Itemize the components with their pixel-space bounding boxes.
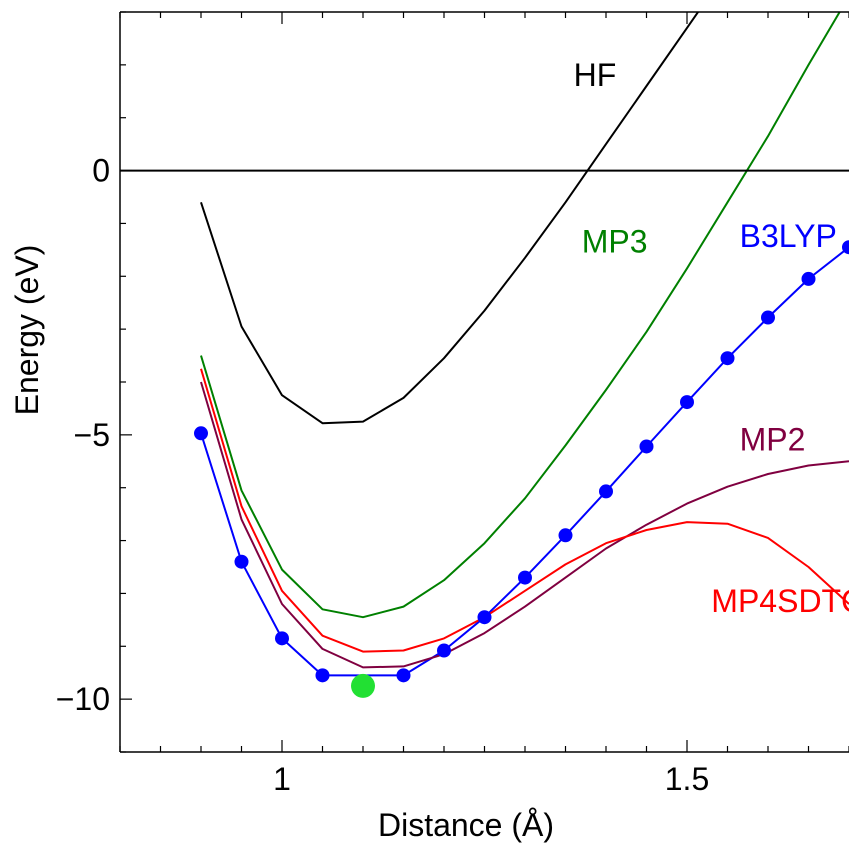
series-layer [200, 12, 849, 677]
series-line-mp3 [200, 12, 841, 619]
data-point-b3lyp [477, 610, 492, 625]
axes-layer: 1 1.5 −10 −5 0 [56, 11, 849, 797]
x-axis-label: Distance (Å) [378, 807, 554, 843]
y-axis-label: Energy (eV) [9, 245, 45, 416]
y-tick-label: −5 [74, 417, 110, 453]
data-point-b3lyp [558, 528, 573, 543]
data-point-b3lyp [437, 643, 451, 658]
highlight-point [351, 673, 375, 698]
series-label-mp3: MP3 [582, 224, 648, 260]
y-tick-label: −10 [56, 681, 110, 717]
data-point-b3lyp [194, 426, 208, 441]
x-tick-label: 1 [273, 761, 291, 797]
data-point-b3lyp [801, 271, 816, 286]
data-point-b3lyp [599, 484, 613, 499]
data-point-b3lyp [842, 240, 849, 255]
series-line-mp2 [200, 381, 849, 669]
series-label-b3lyp: B3LYP [740, 218, 837, 254]
data-point-b3lyp [275, 631, 289, 646]
data-point-b3lyp [680, 395, 694, 410]
x-tick-label: 1.5 [665, 761, 709, 797]
labels-layer: HF MP3 B3LYP MP2 MP4SDTQ [574, 57, 849, 619]
data-point-b3lyp [315, 668, 330, 683]
series-label-mp4sdtq: MP4SDTQ [711, 583, 849, 619]
data-point-b3lyp [639, 439, 654, 454]
data-point-b3lyp [518, 570, 532, 585]
data-point-b3lyp [234, 554, 249, 569]
data-point-b3lyp [396, 668, 411, 683]
markers-layer [194, 240, 849, 698]
data-point-b3lyp [720, 351, 735, 366]
y-tick-label: 0 [92, 153, 110, 189]
series-line-hf [200, 12, 700, 425]
series-label-hf: HF [574, 57, 617, 93]
series-line-mp4sdtq [200, 368, 849, 653]
series-line-b3lyp [200, 246, 849, 677]
data-point-b3lyp [761, 310, 775, 325]
series-label-mp2: MP2 [740, 422, 806, 458]
